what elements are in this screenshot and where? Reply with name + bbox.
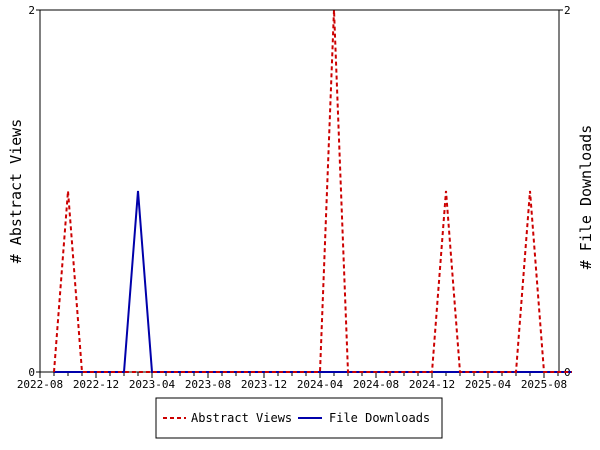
series-line-file-downloads <box>54 190 572 373</box>
plot-frame <box>39 9 560 373</box>
y-axis-right-label: # File Downloads <box>577 125 595 270</box>
x-tick-label: 2023-04 <box>129 378 176 391</box>
y-axis-left-label: # Abstract Views <box>7 119 25 264</box>
x-tick-label: 2024-12 <box>409 378 455 391</box>
plot-area <box>39 9 560 373</box>
x-tick-label: 2024-08 <box>353 378 399 391</box>
x-axis-ticks: 2022-08 2022-12 2023-04 2023-08 2023-12 2024-… <box>17 372 567 391</box>
x-tick-label: 2024-04 <box>297 378 344 391</box>
x-tick-label: 2023-12 <box>241 378 287 391</box>
y-right-tick-label: 2 <box>564 4 571 17</box>
x-tick-label: 2022-08 <box>17 378 63 391</box>
series-layer <box>53 9 572 373</box>
legend-label-abstract-views: Abstract Views <box>191 411 292 425</box>
x-tick-label: 2023-08 <box>185 378 231 391</box>
x-tick-label: 2022-12 <box>73 378 119 391</box>
y-left-tick-label: 0 <box>28 366 35 379</box>
y-left-tick-label: 2 <box>28 4 35 17</box>
legend: Abstract Views File Downloads <box>155 397 443 439</box>
x-tick-label: 2025-08 <box>521 378 567 391</box>
legend-label-file-downloads: File Downloads <box>329 411 430 425</box>
x-tick-label: 2025-04 <box>465 378 512 391</box>
series-line-abstract-views <box>53 9 572 373</box>
